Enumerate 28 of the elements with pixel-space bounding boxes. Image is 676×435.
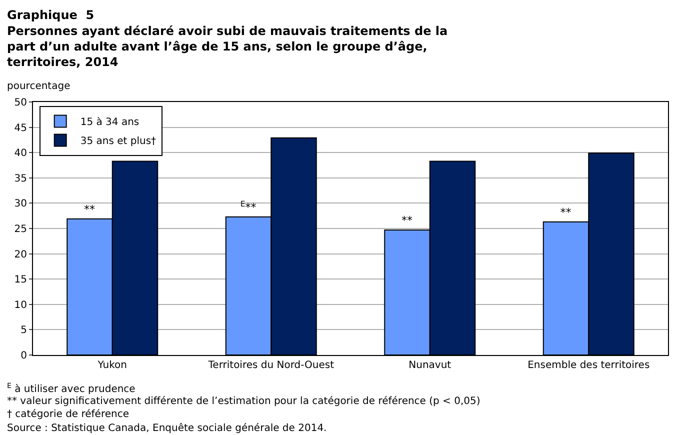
- legend-label: 35 ans et plus†: [80, 136, 156, 148]
- y-tick-label: 10: [14, 300, 27, 311]
- text: ** valeur significativement différente de l’estimation pour la catégorie de référence (p < 0,05): [7, 396, 480, 407]
- x-tick-label: Territoires du Nord-Ouest: [207, 360, 334, 371]
- y-tick-label: 20: [14, 249, 27, 260]
- source-note: Source : Statistique Canada, Enquête sociale générale de 2014.: [7, 423, 327, 434]
- y-tick-label: 5: [20, 325, 27, 336]
- chart-title: Graphique 5: [7, 8, 94, 22]
- x-tick-label: Nunavut: [408, 360, 452, 371]
- x-tick-label: Ensemble des territoires: [528, 360, 650, 371]
- text: $^{E}$ à utiliser avec prudence: [7, 382, 136, 396]
- data-label: **: [402, 214, 414, 228]
- y-tick-label: 35: [14, 173, 27, 184]
- data-label: $^{E}$**: [240, 199, 257, 214]
- y-tick-label: 30: [14, 198, 27, 210]
- data-label: **: [84, 202, 96, 216]
- text: † catégorie de référence: [7, 409, 129, 420]
- y-tick-label: 25: [14, 224, 27, 235]
- y-tick-label: 40: [14, 148, 27, 160]
- y-tick-label: 50: [14, 98, 27, 108]
- y-tick-label: 45: [14, 122, 27, 134]
- y-tick-label: 0: [20, 350, 27, 362]
- y-tick-label: 15: [14, 274, 27, 286]
- chart-subtitle: Personnes ayant déclaré avoir subi de mauvais traitements de la part d’un adulte avant l’âge de 15 ans, selon le groupe d’âge, territoires, 2014: [7, 24, 448, 70]
- x-tick-label: Yukon: [96, 360, 127, 371]
- legend-label: 15 à 34 ans: [80, 117, 140, 128]
- data-label: **: [560, 206, 572, 219]
- y-axis-title: pourcentage: [7, 81, 70, 92]
